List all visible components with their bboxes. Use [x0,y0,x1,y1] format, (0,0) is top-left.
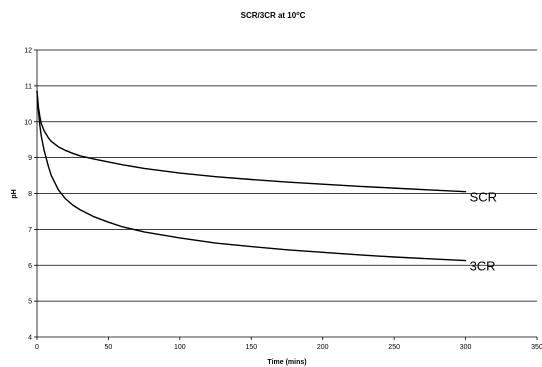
y-axis-label: pH [11,189,18,198]
y-axis-ticks: 4 5 6 7 8 9 10 11 12 [24,48,37,342]
x-tick-label-200: 200 [317,344,329,351]
series-lines [36,90,467,262]
chart-title: SCR/3CR at 10oC [241,11,306,20]
x-tick-label-0: 0 [35,344,39,351]
y-tick-label-10: 10 [24,119,32,126]
series-line-scr [36,90,467,193]
x-tick-label-50: 50 [105,344,113,351]
y-tick-label-5: 5 [28,299,32,306]
y-tick-label-11: 11 [25,83,32,90]
series-label-3cr: 3CR [470,259,496,274]
series-line-3cr [36,90,467,262]
chart-title-unit: C [300,11,306,20]
x-tick-label-350: 350 [531,344,542,351]
series-label-scr: SCR [470,190,497,205]
x-tick-label-150: 150 [245,344,257,351]
x-tick-label-100: 100 [174,344,186,351]
y-tick-label-8: 8 [28,191,32,198]
y-tick-label-7: 7 [28,227,32,234]
grid-lines [37,49,537,302]
chart-title-text: SCR/3CR at 10 [241,11,297,20]
x-axis-label: Time (mins) [267,359,306,366]
y-tick-label-12: 12 [24,48,32,55]
x-tick-label-250: 250 [388,344,400,351]
series-labels: SCR 3CR [470,190,497,274]
x-axis-ticks: 0 50 100 150 200 250 300 350 [35,337,542,351]
x-tick-label-300: 300 [460,344,472,351]
y-tick-label-4: 4 [28,335,32,342]
chart-title-degree: o [296,11,300,17]
y-tick-label-6: 6 [28,263,32,270]
y-tick-label-9: 9 [28,155,32,162]
